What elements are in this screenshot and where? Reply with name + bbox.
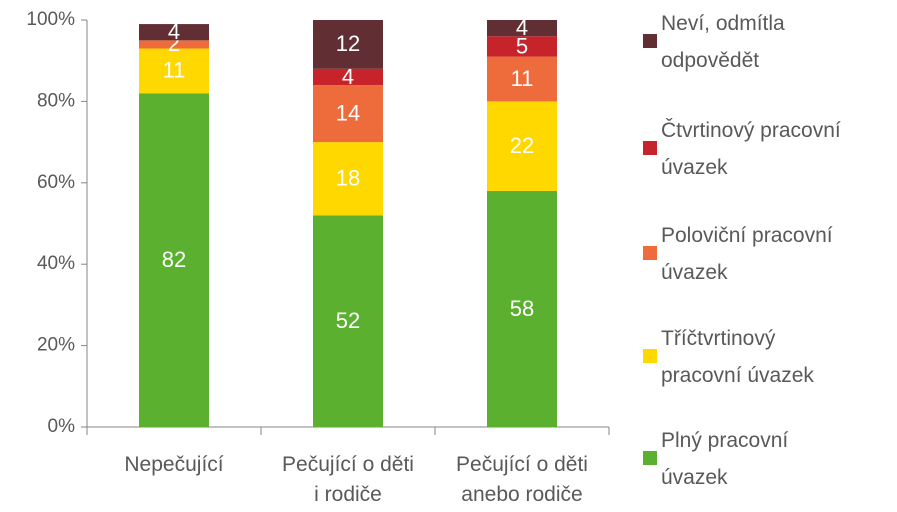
data-label: 82: [162, 247, 186, 272]
data-label: 11: [511, 66, 534, 91]
legend-label: Čtvrtinový pracovní úvazek: [661, 119, 841, 179]
legend-label: Plný pracovní úvazek: [661, 429, 789, 489]
bar-segment: [139, 24, 209, 41]
legend-marker: [643, 141, 657, 155]
data-label: 22: [510, 133, 534, 158]
bar-segment: [487, 190, 557, 427]
x-tick-label: Pečující o děti anebo rodiče: [456, 453, 588, 506]
bar-segment: [487, 56, 557, 102]
data-label: 4: [342, 64, 354, 89]
legend-marker: [643, 349, 657, 363]
bar-segment: [313, 215, 383, 427]
y-tick-label: 80%: [37, 90, 75, 111]
legend-label: Poloviční pracovní úvazek: [661, 224, 833, 284]
bar-segment: [487, 20, 557, 37]
bar-segment: [313, 20, 383, 69]
y-tick-label: 60%: [37, 172, 75, 193]
bar-segment: [139, 93, 209, 427]
bar-segment: [139, 48, 209, 94]
data-label: 18: [336, 166, 360, 191]
data-label: 14: [336, 100, 360, 125]
bar-segment: [313, 85, 383, 143]
legend-marker: [643, 34, 657, 48]
data-label: 58: [510, 296, 534, 321]
legend-label: Neví, odmítla odpovědět: [661, 12, 785, 72]
data-label: 52: [336, 308, 360, 333]
y-tick-label: 20%: [37, 335, 75, 356]
y-tick-label: 100%: [26, 9, 75, 30]
x-tick-label: Pečující o děti i rodiče: [282, 453, 414, 506]
y-tick-label: 0%: [48, 416, 76, 437]
bar-segment: [487, 101, 557, 191]
bar-segment: [139, 40, 209, 49]
data-label: 4: [516, 15, 528, 40]
data-label: 11: [163, 58, 186, 83]
legend-marker: [643, 246, 657, 260]
x-tick-label: Nepečující: [124, 453, 224, 476]
legend-marker: [643, 451, 657, 465]
bar-segment: [487, 36, 557, 57]
legend-label: Tříčtvrtinový pracovní úvazek: [661, 327, 814, 387]
data-label: 12: [336, 31, 360, 56]
bar-segment: [313, 68, 383, 86]
y-tick-label: 40%: [37, 253, 75, 274]
bar-segment: [313, 142, 383, 216]
data-label: 4: [168, 19, 180, 44]
data-label: 5: [516, 33, 528, 58]
